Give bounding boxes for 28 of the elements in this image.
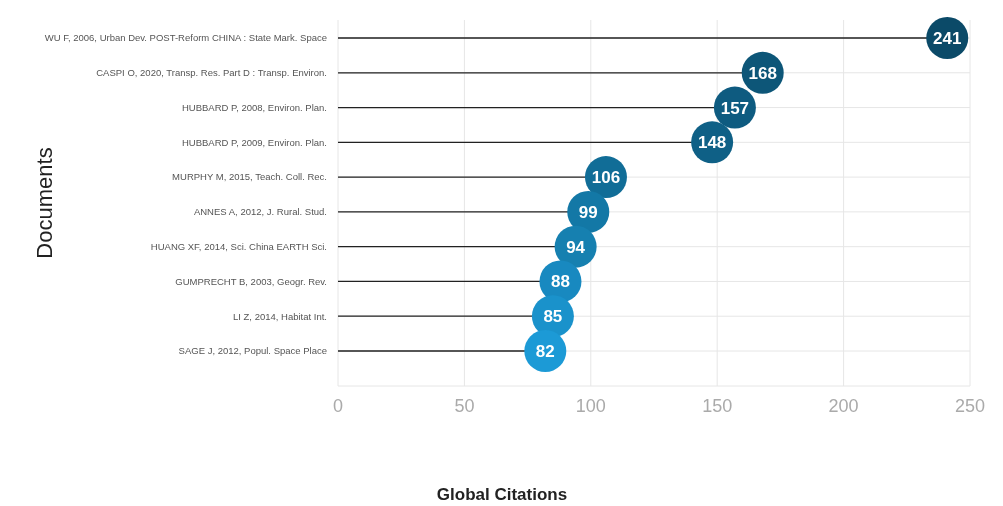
y-tick-label: MURPHY M, 2015, Teach. Coll. Rec. — [172, 171, 327, 183]
data-label: 168 — [748, 63, 777, 83]
data-label: 88 — [551, 272, 570, 292]
y-tick-label: HUBBARD P, 2009, Environ. Plan. — [181, 136, 327, 148]
x-tick-label: 200 — [828, 396, 859, 416]
y-tick-label: GUMPRECHT B, 2003, Geogr. Rev. — [175, 275, 327, 287]
y-tick-label: SAGE J, 2012, Popul. Space Place — [178, 345, 327, 357]
y-tick-label: WU F, 2006, Urban Dev. POST-Reform CHINA : State Mark. Space — [44, 32, 327, 44]
data-label: 99 — [578, 202, 598, 222]
data-label: 148 — [697, 133, 727, 153]
data-label: 94 — [566, 237, 586, 257]
data-label: 106 — [591, 168, 621, 188]
y-axis-title: Documents — [32, 147, 57, 259]
x-tick-label: 0 — [332, 396, 344, 416]
x-tick-label: 150 — [702, 396, 733, 416]
x-axis-title: Global Citations — [436, 485, 568, 504]
y-tick-label: ANNES A, 2012, J. Rural. Stud. — [193, 206, 327, 218]
data-label: 85 — [543, 307, 563, 327]
y-tick-label: CASPI O, 2020, Transp. Res. Part D : Transp. Environ. — [96, 67, 327, 79]
y-tick-label: HUANG XF, 2014, Sci. China EARTH Sci. — [150, 240, 327, 252]
y-tick-label: LI Z, 2014, Habitat Int. — [233, 310, 327, 322]
data-label: 82 — [535, 341, 555, 361]
x-tick-label: 50 — [454, 396, 475, 416]
x-tick-label: 100 — [575, 396, 606, 416]
x-tick-label: 250 — [954, 396, 986, 416]
data-label: 157 — [720, 98, 750, 118]
y-tick-label: HUBBARD P, 2008, Environ. Plan. — [181, 101, 327, 113]
data-label: 241 — [933, 28, 962, 48]
